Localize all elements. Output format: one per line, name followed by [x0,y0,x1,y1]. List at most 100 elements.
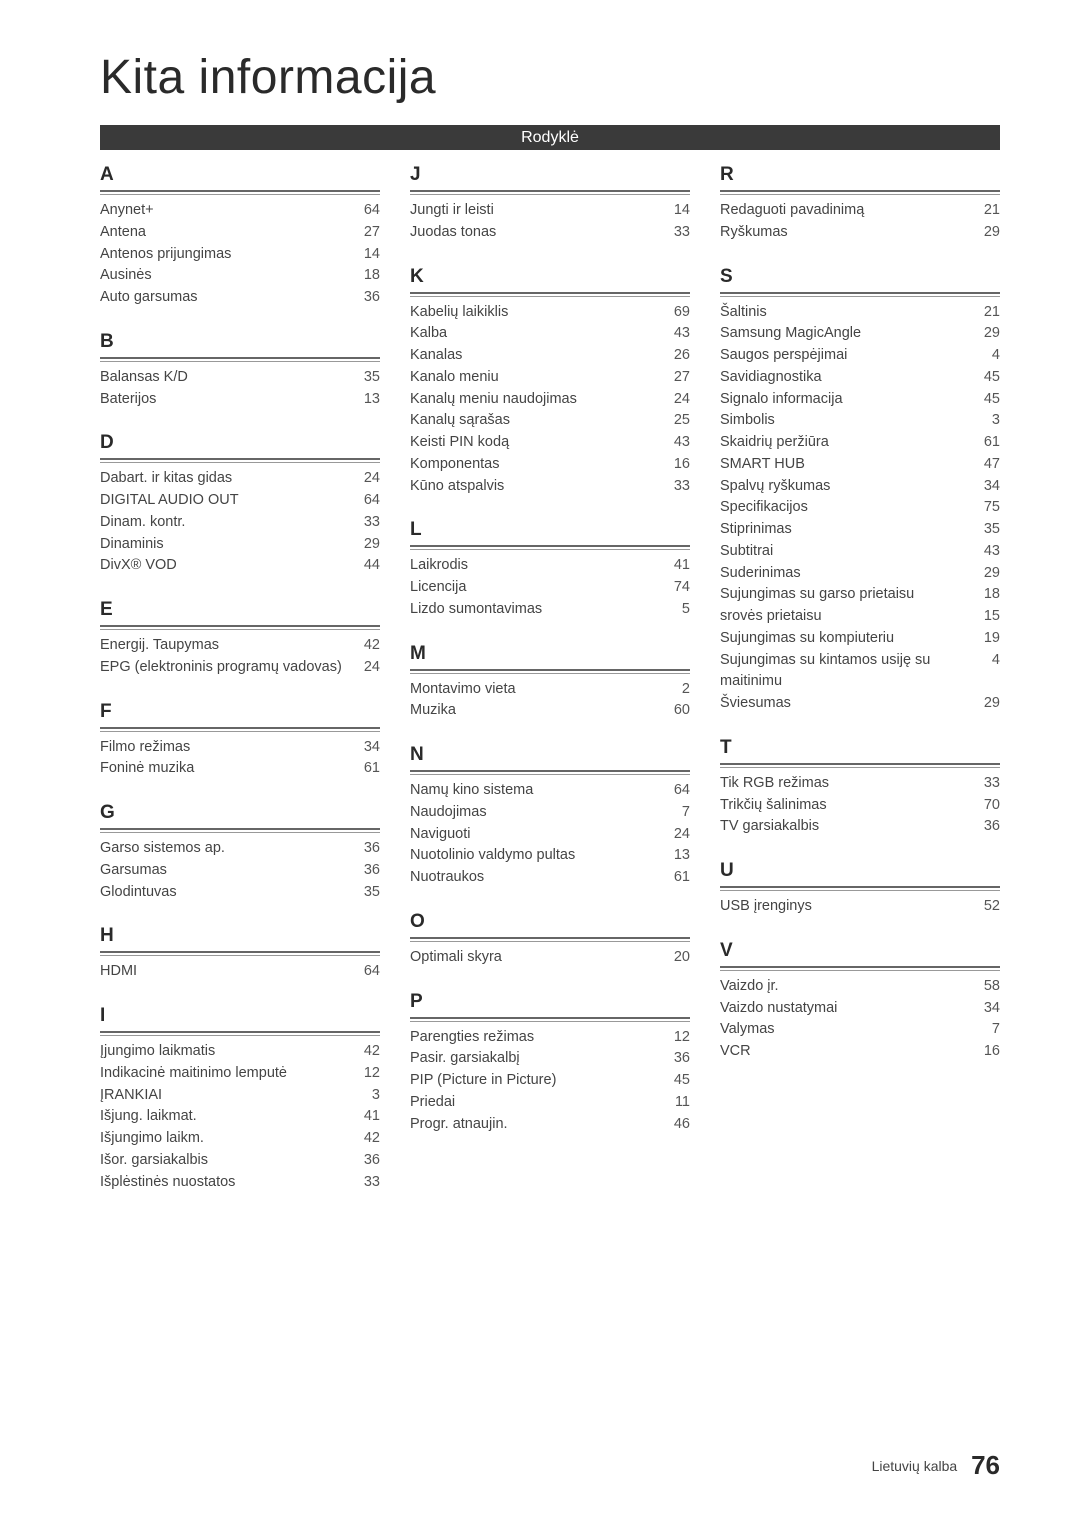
index-letter: M [410,643,690,665]
index-entry-label: srovės prietaisu [720,606,970,628]
index-entry-page: 36 [350,838,380,860]
index-row: Baterijos13 [100,389,380,411]
index-entry-page: 36 [350,1150,380,1172]
index-entry-label: VCR [720,1041,970,1063]
index-row: Antena27 [100,222,380,244]
index-entry-label: Išplėstinės nuostatos [100,1172,350,1194]
index-row: Savidiagnostika45 [720,367,1000,389]
index-entry-page: 27 [660,367,690,389]
index-entry-label: Spalvų ryškumas [720,476,970,498]
index-entry-label: Lizdo sumontavimas [410,599,660,621]
divider [410,669,690,671]
index-letter: L [410,519,690,541]
index-entry-label: Šviesumas [720,693,970,715]
divider [410,545,690,547]
index-row: Progr. atnaujin.46 [410,1114,690,1136]
index-row: Antenos prijungimas14 [100,244,380,266]
index-row: USB įrenginys52 [720,896,1000,918]
index-row: Dinam. kontr.33 [100,512,380,534]
index-row: PIP (Picture in Picture)45 [410,1070,690,1092]
index-entry-label: Auto garsumas [100,287,350,309]
index-letter: O [410,911,690,933]
index-entry-label: USB įrenginys [720,896,970,918]
index-letter: D [100,432,380,454]
index-entry-page: 26 [660,345,690,367]
index-entry-page: 7 [970,1019,1000,1041]
divider [100,361,380,362]
index-row: Jungti ir leisti14 [410,200,690,222]
index-row: Energij. Taupymas42 [100,635,380,657]
index-entry-label: Antenos prijungimas [100,244,350,266]
divider [720,194,1000,195]
index-entry-label: Išor. garsiakalbis [100,1150,350,1172]
index-row: Redaguoti pavadinimą21 [720,200,1000,222]
index-entry-label: Indikacinė maitinimo lemputė [100,1063,350,1085]
index-entry-page: 19 [970,628,1000,650]
index-entry-label: Kanalų sąrašas [410,410,660,432]
divider [100,190,380,192]
index-row: Priedai11 [410,1092,690,1114]
index-row: Specifikacijos75 [720,497,1000,519]
index-row: ĮRANKIAI3 [100,1085,380,1107]
index-entry-page: 58 [970,976,1000,998]
index-entry-page: 43 [660,432,690,454]
index-entry-label: Vaizdo nustatymai [720,998,970,1020]
index-entry-label: EPG (elektroninis programų vadovas) [100,657,350,679]
index-row: Samsung MagicAngle29 [720,323,1000,345]
divider [410,941,690,942]
index-entry-page: 42 [350,635,380,657]
index-entry-label: Licencija [410,577,660,599]
index-row: Glodintuvas35 [100,882,380,904]
index-row: Kūno atspalvis33 [410,476,690,498]
index-row: Nuotraukos61 [410,867,690,889]
divider [100,194,380,195]
index-letter: S [720,266,1000,288]
index-row: Kanalo meniu27 [410,367,690,389]
index-row: Sujungimas su garso prietaisu18 [720,584,1000,606]
index-entry-label: Redaguoti pavadinimą [720,200,970,222]
divider [410,937,690,939]
index-entry-label: PIP (Picture in Picture) [410,1070,660,1092]
index-entry-label: Dinaminis [100,534,350,556]
index-entry-page: 12 [350,1063,380,1085]
divider [720,296,1000,297]
index-entry-page: 5 [660,599,690,621]
index-entry-label: Pasir. garsiakalbį [410,1048,660,1070]
index-row: Signalo informacija45 [720,389,1000,411]
page-footer: Lietuvių kalba 76 [872,1450,1000,1481]
index-entry-label: Sujungimas su kompiuteriu [720,628,970,650]
index-entry-label: HDMI [100,961,350,983]
index-letter: I [100,1005,380,1027]
index-entry-label: Glodintuvas [100,882,350,904]
index-entry-label: ĮRANKIAI [100,1085,350,1107]
index-entry-page: 69 [660,302,690,324]
index-entry-label: Antena [100,222,350,244]
divider [100,832,380,833]
index-row: Sujungimas su kompiuteriu19 [720,628,1000,650]
index-entry-page: 14 [350,244,380,266]
index-entry-page: 21 [970,302,1000,324]
index-entry-page: 64 [350,200,380,222]
index-entry-label: Šaltinis [720,302,970,324]
divider [100,357,380,359]
index-entry-label: Filmo režimas [100,737,350,759]
index-entry-label: Naudojimas [410,802,660,824]
index-entry-page: 7 [660,802,690,824]
index-row: Optimali skyra20 [410,947,690,969]
index-row: Naviguoti24 [410,824,690,846]
index-entry-label: Specifikacijos [720,497,970,519]
index-row: SMART HUB47 [720,454,1000,476]
index-entry-label: Energij. Taupymas [100,635,350,657]
section-band: Rodyklė [100,125,1000,150]
index-entry-label: Baterijos [100,389,350,411]
index-entry-page: 42 [350,1128,380,1150]
index-entry-label: Ausinės [100,265,350,287]
divider [100,955,380,956]
index-entry-label: Balansas K/D [100,367,350,389]
index-row: Ausinės18 [100,265,380,287]
index-letter: K [410,266,690,288]
index-entry-page: 60 [660,700,690,722]
index-entry-label: Nuotolinio valdymo pultas [410,845,660,867]
index-row: Namų kino sistema64 [410,780,690,802]
index-entry-label: Naviguoti [410,824,660,846]
